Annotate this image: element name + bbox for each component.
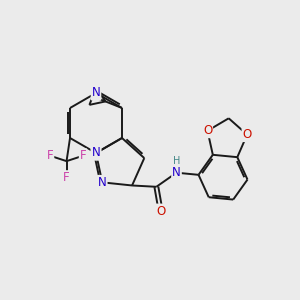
Text: F: F xyxy=(63,171,70,184)
Text: F: F xyxy=(47,149,53,162)
Text: N: N xyxy=(172,166,181,179)
Text: H: H xyxy=(173,156,180,166)
Text: N: N xyxy=(92,86,100,100)
Text: N: N xyxy=(92,146,100,160)
Text: O: O xyxy=(156,205,165,218)
Text: F: F xyxy=(80,149,86,162)
Text: O: O xyxy=(242,128,252,141)
Text: N: N xyxy=(98,176,106,189)
Text: O: O xyxy=(203,124,212,137)
Text: N: N xyxy=(92,146,100,160)
